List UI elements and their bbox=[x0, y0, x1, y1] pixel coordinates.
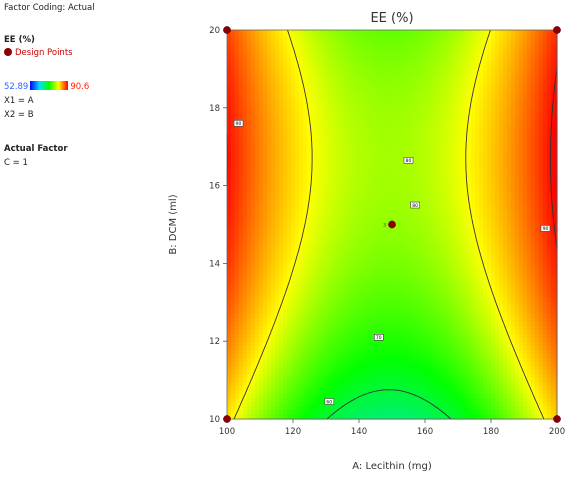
design-point-count: 3 bbox=[383, 223, 386, 229]
actual-factor-heading: Actual Factor bbox=[4, 144, 68, 154]
y-tick-label: 20 bbox=[209, 26, 220, 36]
design-point bbox=[553, 415, 561, 423]
x-tick-label: 140 bbox=[351, 427, 367, 437]
x2-mapping: X2 = B bbox=[4, 110, 34, 120]
color-scale: 52.89 90.6 bbox=[4, 81, 89, 93]
design-point bbox=[223, 415, 231, 423]
x-tick-label: 120 bbox=[285, 427, 301, 437]
x-tick-label: 100 bbox=[219, 427, 235, 437]
x-tick-label: 160 bbox=[417, 427, 433, 437]
y-tick-label: 10 bbox=[209, 415, 220, 425]
y-tick-label: 18 bbox=[209, 104, 220, 114]
contour-label-box bbox=[324, 398, 335, 405]
x-tick-label: 200 bbox=[549, 427, 565, 437]
contour-label-box bbox=[540, 225, 551, 232]
y-tick-label: 16 bbox=[209, 182, 220, 192]
factor-coding-text: Factor Coding: Actual bbox=[4, 3, 95, 13]
contour-label: 70 bbox=[376, 335, 382, 341]
y-axis-label: B: DCM (ml) bbox=[168, 194, 179, 254]
contour-label: 80 bbox=[406, 158, 412, 164]
y-tick-label: 12 bbox=[209, 337, 220, 347]
contour-label-box bbox=[373, 334, 384, 341]
design-point-icon bbox=[4, 48, 12, 56]
design-point bbox=[388, 220, 396, 229]
design-point bbox=[553, 26, 561, 34]
contour-label: 90 bbox=[543, 226, 549, 232]
contour-label: 90 bbox=[236, 121, 242, 127]
x1-mapping: X1 = A bbox=[4, 96, 34, 106]
contour-label-box bbox=[410, 201, 420, 209]
contour-label-box bbox=[403, 157, 414, 164]
scale-min-label: 52.89 bbox=[4, 82, 29, 92]
x-tick-label: 180 bbox=[483, 427, 499, 437]
contour-label: 60 bbox=[326, 399, 332, 405]
actual-factor-value: C = 1 bbox=[4, 158, 28, 168]
chart-title: EE (%) bbox=[370, 11, 413, 26]
contour-line-70 bbox=[326, 389, 452, 420]
design-points-label: Design Points bbox=[15, 48, 73, 58]
x-axis-label: A: Lecithin (mg) bbox=[352, 461, 432, 472]
contour-label: 80 bbox=[412, 203, 418, 209]
color-gradient-bar bbox=[30, 81, 69, 90]
scale-max-label: 90.6 bbox=[70, 82, 90, 92]
plot-border bbox=[226, 29, 558, 420]
design-point bbox=[223, 26, 231, 34]
contour-label-box bbox=[233, 120, 244, 127]
y-tick-label: 14 bbox=[209, 259, 220, 269]
surface-fill bbox=[227, 30, 558, 420]
design-points-legend: Design Points bbox=[4, 47, 73, 59]
response-title: EE (%) bbox=[4, 35, 35, 45]
contour-line-80 bbox=[233, 29, 545, 420]
